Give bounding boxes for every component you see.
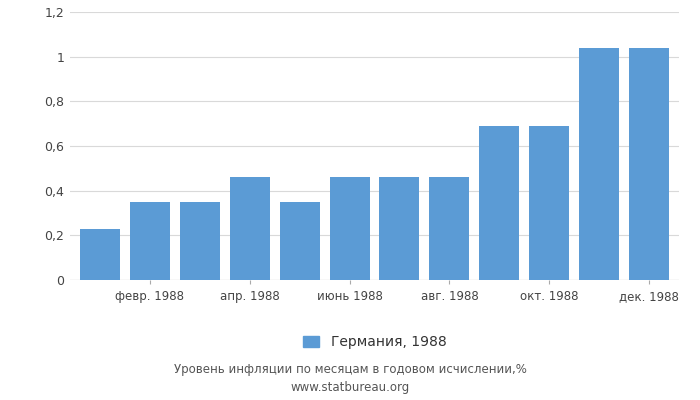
Bar [529,126,569,280]
Bar [80,229,120,280]
Bar [180,202,220,280]
Bar [629,48,669,280]
Bar [130,202,170,280]
Bar [579,48,619,280]
Bar [330,177,370,280]
Bar [429,177,469,280]
Bar [230,177,270,280]
Bar [280,202,320,280]
Legend: Германия, 1988: Германия, 1988 [302,335,447,349]
Text: www.statbureau.org: www.statbureau.org [290,382,410,394]
Text: Уровень инфляции по месяцам в годовом исчислении,%: Уровень инфляции по месяцам в годовом ис… [174,364,526,376]
Bar [480,126,519,280]
Bar [379,177,419,280]
